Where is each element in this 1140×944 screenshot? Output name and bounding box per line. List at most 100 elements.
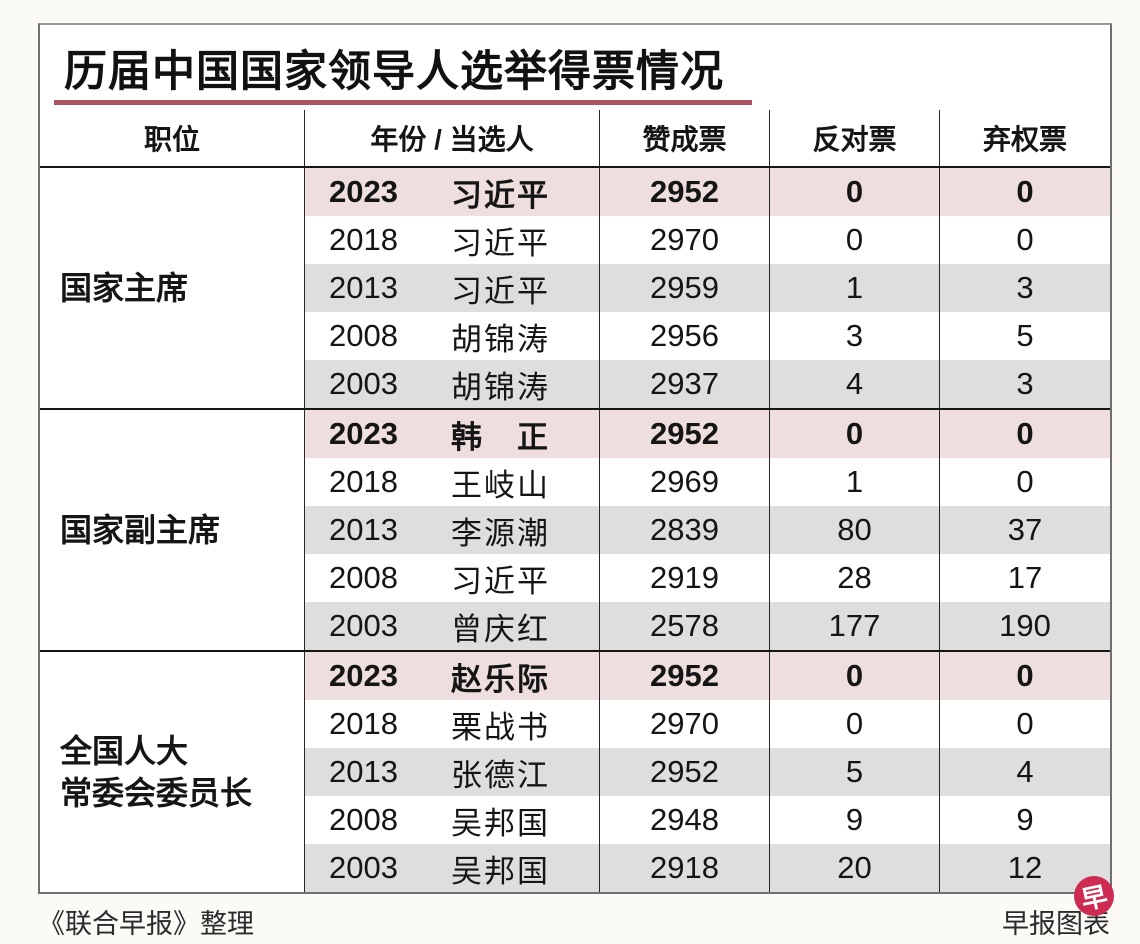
year-value: 2003 <box>329 608 398 643</box>
year-value: 2023 <box>329 658 398 693</box>
position-line-1: 国家主席 <box>60 269 189 306</box>
abstain-votes-cell: 37 <box>940 506 1110 554</box>
position-line-2: 常委会委员长 <box>60 775 253 811</box>
year-value: 2018 <box>329 222 398 257</box>
position-label: 国家副主席 <box>60 509 220 551</box>
yes-votes-cell: 2970 <box>600 216 770 264</box>
position-cell: 国家副主席 <box>40 410 305 650</box>
no-votes-cell: 20 <box>770 844 940 892</box>
yes-votes-cell: 2919 <box>600 554 770 602</box>
year-value: 2018 <box>329 464 398 499</box>
year-value: 2008 <box>329 560 398 595</box>
person-name: 吴邦国 <box>451 853 550 889</box>
position-label: 国家主席 <box>60 267 188 309</box>
position-label: 全国人大 常委会委员长 <box>60 730 252 814</box>
year-person-cell: 2023 赵乐际 <box>305 652 600 700</box>
abstain-votes-cell: 0 <box>940 410 1110 458</box>
yes-votes-cell: 2952 <box>600 748 770 796</box>
yes-votes-cell: 2959 <box>600 264 770 312</box>
yes-votes-cell: 2937 <box>600 360 770 408</box>
yes-votes-cell: 2578 <box>600 602 770 650</box>
title-area: 历届中国国家领导人选举得票情况 <box>40 25 1110 110</box>
header-yes-votes: 赞成票 <box>600 110 770 166</box>
year-value: 2013 <box>329 512 398 547</box>
no-votes-cell: 3 <box>770 312 940 360</box>
person-name: 胡锦涛 <box>451 321 550 357</box>
person-name: 曾庆红 <box>451 611 550 647</box>
year-person-cell: 2008 习近平 <box>305 554 600 602</box>
person-name: 习近平 <box>451 563 550 599</box>
abstain-votes-cell: 5 <box>940 312 1110 360</box>
abstain-votes-cell: 4 <box>940 748 1110 796</box>
year-person-cell: 2013 李源潮 <box>305 506 600 554</box>
person-name: 张德江 <box>451 757 550 793</box>
header-abstain-votes: 弃权票 <box>982 124 1067 155</box>
no-votes-cell: 80 <box>770 506 940 554</box>
abstain-votes-cell: 17 <box>940 554 1110 602</box>
yes-votes-cell: 2918 <box>600 844 770 892</box>
yes-votes-cell: 2952 <box>600 652 770 700</box>
person-name: 王岐山 <box>451 467 550 503</box>
year-person-cell: 2013 习近平 <box>305 264 600 312</box>
header-position: 职位 <box>40 110 305 166</box>
person-name: 韩 正 <box>451 419 550 455</box>
year-person-cell: 2023 习近平 <box>305 168 600 216</box>
year-value: 2023 <box>329 174 398 209</box>
year-person-cell: 2018 习近平 <box>305 216 600 264</box>
position-cell: 国家主席 <box>40 168 305 408</box>
no-votes-cell: 4 <box>770 360 940 408</box>
abstain-votes-cell: 3 <box>940 360 1110 408</box>
header-year-person: 年份 / 当选人 <box>305 110 600 166</box>
page-title: 历届中国国家领导人选举得票情况 <box>64 48 724 96</box>
yes-votes-cell: 2969 <box>600 458 770 506</box>
logo-glyph: 早 <box>1078 880 1111 915</box>
year-value: 2023 <box>329 416 398 451</box>
year-person-cell: 2003 吴邦国 <box>305 844 600 892</box>
year-value: 2008 <box>329 318 398 353</box>
no-votes-cell: 28 <box>770 554 940 602</box>
yes-votes-cell: 2952 <box>600 168 770 216</box>
year-value: 2013 <box>329 754 398 789</box>
section-npc-chairman: 全国人大 常委会委员长 2023 赵乐际 2952 0 0 2018 栗战书 297… <box>40 650 1110 892</box>
no-votes-cell: 177 <box>770 602 940 650</box>
section-president: 国家主席 2023 习近平 2952 0 0 2018 习近平 2970 0 0 2… <box>40 168 1110 408</box>
position-line-1: 国家副主席 <box>60 511 221 548</box>
year-person-cell: 2008 胡锦涛 <box>305 312 600 360</box>
person-name: 习近平 <box>451 177 550 213</box>
no-votes-cell: 0 <box>770 652 940 700</box>
table-header-row: 职位 年份 / 当选人 赞成票 反对票 弃权票 <box>40 110 1110 168</box>
year-person-cell: 2003 曾庆红 <box>305 602 600 650</box>
abstain-votes-cell: 0 <box>940 458 1110 506</box>
year-person-cell: 2008 吴邦国 <box>305 796 600 844</box>
person-name: 赵乐际 <box>451 661 550 697</box>
no-votes-cell: 5 <box>770 748 940 796</box>
title-underline <box>54 100 752 105</box>
no-votes-cell: 9 <box>770 796 940 844</box>
abstain-votes-cell: 190 <box>940 602 1110 650</box>
zaobao-logo-icon: 早 <box>1074 876 1114 916</box>
abstain-votes-cell: 0 <box>940 700 1110 748</box>
yes-votes-cell: 2952 <box>600 410 770 458</box>
no-votes-cell: 0 <box>770 216 940 264</box>
footer: 《联合早报》整理 早报图表 早 <box>38 876 1114 941</box>
person-name: 栗战书 <box>451 709 550 745</box>
section-vice-president: 国家副主席 2023 韩 正 2952 0 0 2018 王岐山 2969 1 0 … <box>40 408 1110 650</box>
source-credit: 《联合早报》整理 <box>38 909 254 939</box>
no-votes-cell: 0 <box>770 700 940 748</box>
abstain-votes-cell: 0 <box>940 652 1110 700</box>
year-value: 2013 <box>329 270 398 305</box>
vote-table: 历届中国国家领导人选举得票情况 职位 年份 / 当选人 赞成票 反对票 弃权票 … <box>38 23 1112 894</box>
no-votes-cell: 1 <box>770 264 940 312</box>
year-person-cell: 2003 胡锦涛 <box>305 360 600 408</box>
person-name: 习近平 <box>451 225 550 261</box>
person-name: 胡锦涛 <box>451 369 550 405</box>
yes-votes-cell: 2839 <box>600 506 770 554</box>
no-votes-cell: 1 <box>770 458 940 506</box>
chart-credit: 早报图表 早 <box>1002 876 1114 941</box>
year-value: 2008 <box>329 802 398 837</box>
no-votes-cell: 0 <box>770 168 940 216</box>
year-person-cell: 2023 韩 正 <box>305 410 600 458</box>
year-person-cell: 2018 王岐山 <box>305 458 600 506</box>
position-line-1: 全国人大 <box>60 732 189 769</box>
abstain-votes-cell: 9 <box>940 796 1110 844</box>
